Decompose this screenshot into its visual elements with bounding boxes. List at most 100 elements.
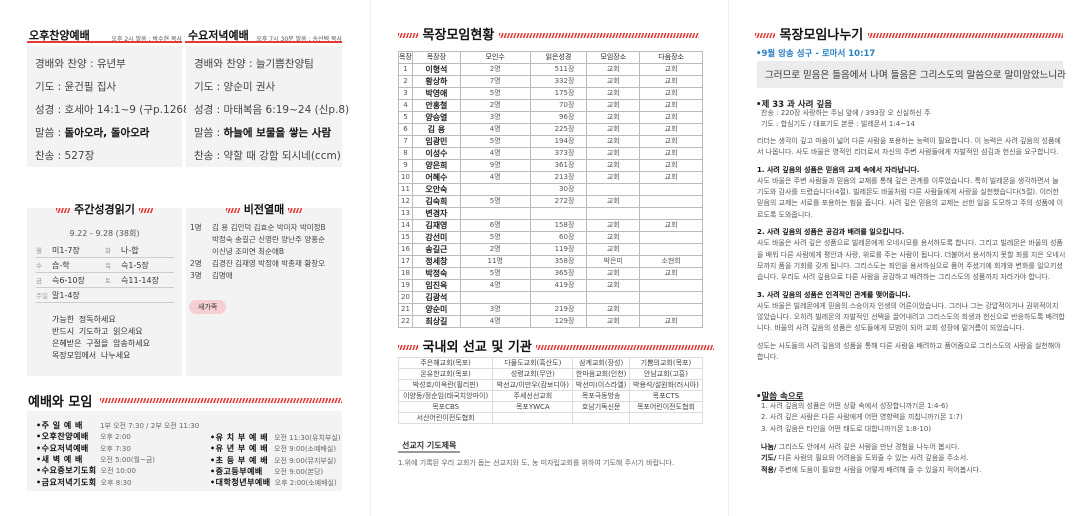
reading-text: 슥1-5장 bbox=[121, 260, 149, 270]
service-line: 경배와 찬양 : 유년부 bbox=[35, 56, 126, 71]
table-cell: 교회 bbox=[639, 134, 703, 148]
table-cell: 10 bbox=[398, 170, 413, 184]
table-cell: 교회 bbox=[586, 134, 641, 148]
table-cell: 교회 bbox=[639, 158, 703, 172]
table-cell: 7 bbox=[398, 134, 413, 148]
table-cell: 373장 bbox=[529, 146, 588, 160]
missions-cell bbox=[628, 412, 704, 424]
table-cell: 358장 bbox=[529, 254, 588, 268]
table-cell: 7명 bbox=[459, 74, 531, 88]
table-row: 1 이형석 2명 511장 교회 교회 bbox=[398, 62, 703, 76]
point-heading: 3. 사려 깊음의 성품은 인격적인 관계를 맺어줍니다. bbox=[757, 290, 911, 299]
table-cell: 교회 bbox=[639, 122, 703, 136]
line-value: 늘기쁨찬양팀 bbox=[255, 58, 314, 70]
reading-text: 나-합 bbox=[121, 245, 139, 255]
table-cell: 21 bbox=[398, 302, 413, 316]
table-cell: 이형석 bbox=[411, 62, 461, 76]
table-cell: 365장 bbox=[529, 266, 588, 280]
worship-time: 오전 9:00(뮤지부실) bbox=[274, 456, 337, 465]
table-cell: 8 bbox=[398, 146, 413, 160]
reading-cell: 목 슥1-5장 bbox=[105, 260, 174, 271]
table-row: 20 김광석 bbox=[398, 290, 703, 304]
table-row: 8 이성수 4명 373장 교회 교회 bbox=[398, 146, 703, 160]
table-cell: 김 용 bbox=[411, 122, 461, 136]
day-label: 주일 bbox=[36, 291, 48, 300]
worship-label-text: 오후찬양예배 bbox=[41, 432, 89, 442]
missions-cell: 이양동/정순임(태국치앙마이) bbox=[397, 390, 494, 402]
reading-text: 슥11-14장 bbox=[121, 275, 159, 285]
day-label: 목 bbox=[105, 261, 111, 270]
missions-cell: 삼계교회(장성) bbox=[572, 357, 630, 369]
vision-names: 이신녕 조미연 최순애B bbox=[212, 247, 285, 256]
missions-row: 주은혜교회(목포) 다물도교회(흑산도) 삼계교회(장성) 기쁨의교회(목포) bbox=[397, 357, 704, 369]
table-cell: 22 bbox=[398, 314, 413, 328]
service-line: 경배와 찬양 : 늘기쁨찬양팀 bbox=[194, 56, 314, 71]
fold-line bbox=[370, 0, 371, 516]
worship-label: •대학청년부예배 bbox=[210, 478, 271, 488]
worship-label: •새 벽 예 배 bbox=[36, 454, 83, 464]
table-cell bbox=[639, 206, 703, 220]
wednesday-sub: 오후 7시 30분 말씀 : 송선택 목사 bbox=[256, 36, 342, 43]
table-cell: 교회 bbox=[639, 74, 703, 88]
table-cell: 교회 bbox=[639, 146, 703, 160]
worship-time: 오전 10:00 bbox=[100, 467, 136, 476]
worship-time: 오후 2:00 bbox=[100, 433, 131, 442]
table-cell: 12 bbox=[398, 194, 413, 208]
table-cell: 225장 bbox=[529, 122, 588, 136]
missions-cell: 주은혜교회(목포) bbox=[397, 357, 494, 369]
worship-label-text: 수요중보기도회 bbox=[41, 466, 97, 476]
guide-line: 가능한 정독하세요 bbox=[52, 315, 116, 324]
table-cell: 3명 bbox=[459, 110, 531, 124]
table-cell: 박은미 bbox=[586, 254, 641, 268]
new-family-badge[interactable]: 새가족 bbox=[189, 300, 227, 314]
worship-label: •금요저녁기도회 bbox=[36, 477, 97, 487]
table-cell: 70장 bbox=[529, 98, 588, 112]
line-value: 하늘에 보물을 쌓는 사람 bbox=[223, 127, 332, 139]
missions-cell: 목포YWCA bbox=[492, 401, 574, 413]
table-cell: 3 bbox=[398, 86, 413, 100]
service-line: 기도 : 양순미 권사 bbox=[194, 79, 275, 94]
intro-paragraph: 리더는 생각이 깊고 마음이 넓어 다른 사람을 포용하는 능력이 필요합니다.… bbox=[757, 137, 1061, 157]
missions-row: 박성호/이옥란(필리핀) 박선교/이만우(캄보디아) 박선미(이스라엘) 박용석/설원… bbox=[397, 379, 704, 391]
missions-title: 국내외 선교 및 기관 bbox=[398, 336, 715, 355]
table-cell bbox=[529, 206, 588, 220]
closing-paragraph: 성도는 사도들의 사려 깊음의 성품을 통해 다른 사람을 배려하고 품어줌으로… bbox=[757, 341, 1061, 362]
reading-cell: 토 슥11-14장 bbox=[105, 275, 174, 286]
service-line: 기도 : 윤건필 집사 bbox=[35, 79, 116, 94]
day-label: 토 bbox=[105, 276, 111, 285]
table-cell: 6명 bbox=[459, 218, 531, 232]
worship-label: •초 등 부 예 배 bbox=[210, 455, 269, 465]
table-cell: 김재영 bbox=[411, 218, 461, 232]
apply-list: 나눔/ 그리스도 안에서 사려 깊은 사람을 만난 경험을 나누어 봅시다. 기도… bbox=[761, 442, 1071, 476]
reading-row: 월 미1-7장 화 나-합 bbox=[36, 243, 174, 258]
table-cell: 양은희 bbox=[411, 158, 461, 172]
verse-label: •9월 암송 성구 - 로마서 10:17 bbox=[756, 49, 876, 59]
apply-text: 주변에 도움이 필요한 사람을 어떻게 배려해 줄 수 있을지 적어봅시다. bbox=[776, 465, 982, 474]
table-cell: 129장 bbox=[529, 314, 588, 328]
guide-line: 목장모임에서 나누세요 bbox=[52, 351, 131, 360]
table-row: 11 오안숙 30장 bbox=[398, 182, 703, 196]
missions-cell: 다물도교회(흑산도) bbox=[492, 357, 574, 369]
afternoon-sub: 오후 2시 말씀 : 박수현 목사 bbox=[111, 36, 182, 43]
table-cell: 교회 bbox=[639, 98, 703, 112]
apply-item: 적용/ 주변에 도움이 필요한 사람을 어떻게 배려해 줄 수 있을지 적어봅시… bbox=[761, 465, 1071, 476]
table-cell: 16 bbox=[398, 242, 413, 256]
table-cell: 11명 bbox=[459, 254, 531, 268]
worship-label: •수요저녁예배 bbox=[36, 443, 89, 453]
table-cell bbox=[639, 302, 703, 316]
reading-text: 말1-4장 bbox=[52, 290, 80, 300]
worship-time: 오전 5:00(월~금) bbox=[100, 455, 156, 464]
service-line: 찬송 : 527장 bbox=[35, 148, 94, 163]
table-cell: 교회 bbox=[586, 230, 641, 244]
table-cell: 교회 bbox=[586, 170, 641, 184]
apply-text: 그리스도 안에서 사려 깊은 사람을 만난 경험을 나누어 봅시다. bbox=[776, 443, 960, 451]
worship-time: 오전 9:00(본당) bbox=[274, 467, 324, 476]
worship-time: 오후 7:30 bbox=[100, 444, 131, 453]
table-cell: 교회 bbox=[586, 98, 641, 112]
table-cell: 60장 bbox=[529, 230, 588, 244]
table-cell: 2명 bbox=[459, 98, 531, 112]
apply-item: 나눔/ 그리스도 안에서 사려 깊은 사람을 만난 경험을 나누어 봅시다. bbox=[761, 442, 1071, 453]
table-cell: 변경자 bbox=[411, 206, 461, 220]
table-cell: 2명 bbox=[459, 62, 531, 76]
afternoon-box: 경배와 찬양 : 유년부 기도 : 윤건필 집사 성경 : 호세아 14:1~9 (… bbox=[27, 46, 194, 167]
